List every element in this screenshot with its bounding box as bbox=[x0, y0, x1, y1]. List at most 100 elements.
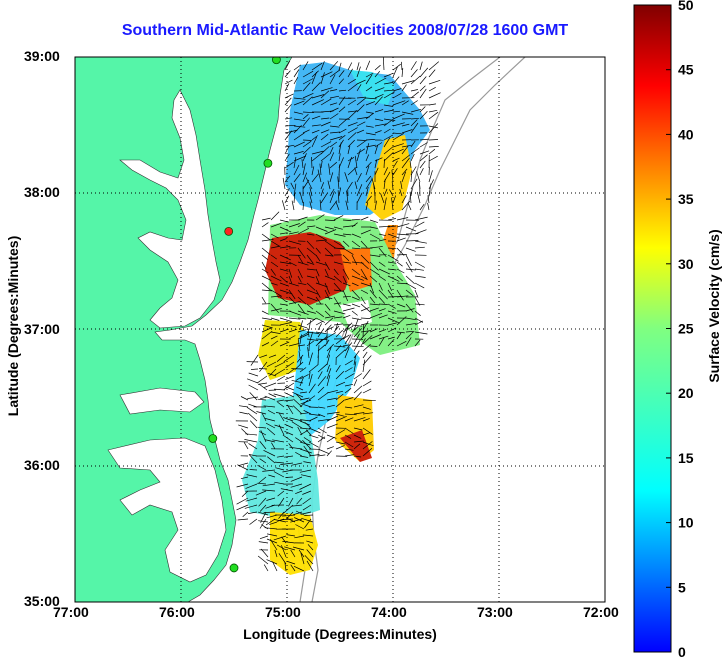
velocity-arrow bbox=[356, 139, 368, 148]
velocity-arrow bbox=[259, 518, 267, 529]
velocity-arrow bbox=[353, 361, 357, 373]
velocity-arrow bbox=[317, 335, 328, 345]
velocity-arrow bbox=[311, 156, 313, 169]
velocity-arrow bbox=[392, 122, 405, 127]
velocity-arrow bbox=[414, 275, 426, 278]
velocity-arrow bbox=[304, 555, 314, 565]
velocity-arrow bbox=[335, 399, 345, 408]
velocity-arrow bbox=[354, 155, 358, 169]
velocity-arrow bbox=[326, 404, 335, 408]
velocity-arrow bbox=[303, 461, 312, 464]
velocity-arrow bbox=[302, 111, 314, 114]
velocity-arrow bbox=[344, 448, 354, 451]
colorbar-ticks: 0 5 10 15 20 25 30 35 40 45 50 bbox=[666, 0, 694, 659]
velocity-arrow bbox=[338, 187, 342, 197]
velocity-arrow bbox=[262, 469, 276, 472]
velocity-arrow bbox=[396, 268, 405, 274]
velocity-arrow bbox=[356, 129, 365, 134]
velocity-arrow bbox=[284, 145, 290, 155]
velocity-arrow bbox=[308, 374, 313, 387]
velocity-arrow bbox=[383, 109, 394, 113]
velocity-arrow bbox=[264, 395, 276, 401]
velocity-arrow bbox=[347, 181, 353, 190]
velocity-arrow bbox=[240, 476, 249, 480]
velocity-arrow bbox=[414, 216, 428, 221]
velocity-arrow bbox=[308, 434, 319, 439]
velocity-arrow bbox=[362, 427, 373, 435]
velocity-arrow bbox=[365, 72, 374, 78]
velocity-arrow bbox=[328, 163, 331, 176]
velocity-arrow bbox=[356, 184, 363, 197]
velocity-arrow bbox=[333, 247, 346, 250]
velocity-arrow bbox=[311, 94, 325, 99]
velocity-arrow bbox=[329, 141, 338, 148]
velocity-arrow bbox=[378, 308, 386, 312]
colorbar-tick-label: 25 bbox=[678, 321, 694, 337]
velocity-arrow bbox=[387, 233, 400, 239]
velocity-arrow bbox=[344, 434, 352, 439]
velocity-arrow bbox=[311, 81, 321, 92]
velocity-arrow bbox=[378, 268, 391, 275]
velocity-arrow bbox=[353, 339, 361, 352]
y-tick-label: 38:00 bbox=[24, 184, 60, 201]
velocity-arrow bbox=[324, 219, 336, 221]
velocity-arrow bbox=[392, 66, 398, 78]
velocity-arrow bbox=[297, 268, 303, 279]
velocity-arrow bbox=[250, 368, 259, 370]
velocity-arrow bbox=[428, 148, 436, 155]
velocity-arrow bbox=[329, 125, 340, 128]
velocity-arrow bbox=[383, 167, 389, 176]
velocity-arrow bbox=[405, 275, 415, 285]
velocity-arrow bbox=[347, 62, 353, 71]
velocity-arrow bbox=[284, 144, 295, 148]
colorbar bbox=[633, 4, 672, 653]
velocity-arrow bbox=[261, 217, 271, 221]
velocity-arrow bbox=[365, 74, 373, 85]
velocity-arrow bbox=[263, 405, 276, 408]
velocity-arrow bbox=[346, 190, 349, 204]
velocity-vectors bbox=[235, 57, 441, 572]
velocity-arrow bbox=[326, 446, 334, 450]
velocity-arrow bbox=[284, 188, 290, 197]
y-tick-label: 35:00 bbox=[24, 593, 60, 609]
velocity-arrow bbox=[299, 399, 309, 408]
velocity-arrow bbox=[304, 514, 314, 516]
velocity-arrow bbox=[301, 159, 304, 169]
velocity-arrow bbox=[263, 511, 276, 513]
velocity-arrow bbox=[302, 201, 304, 211]
velocity-arrow bbox=[261, 310, 269, 315]
velocity-arrow bbox=[308, 427, 321, 434]
velocity-arrow bbox=[245, 433, 258, 436]
velocity-arrow bbox=[419, 67, 429, 78]
velocity-arrow bbox=[270, 261, 279, 268]
velocity-arrow bbox=[326, 436, 335, 443]
velocity-arrow bbox=[320, 133, 329, 141]
velocity-arrow bbox=[396, 332, 402, 340]
velocity-arrow bbox=[315, 317, 326, 323]
velocity-arrow bbox=[305, 429, 312, 436]
velocity-arrow bbox=[311, 70, 319, 78]
velocity-arrow bbox=[308, 383, 316, 394]
velocity-arrow bbox=[311, 136, 318, 148]
velocity-arrow bbox=[289, 417, 303, 422]
velocity-arrow bbox=[401, 195, 407, 204]
velocity-arrow bbox=[261, 261, 267, 270]
velocity-arrow bbox=[256, 411, 267, 415]
velocity-arrow bbox=[324, 240, 336, 249]
velocity-arrow bbox=[270, 331, 281, 334]
velocity-arrow bbox=[270, 254, 278, 260]
velocity-arrow bbox=[378, 261, 386, 267]
velocity-arrow bbox=[308, 371, 311, 380]
velocity-arrow bbox=[344, 417, 354, 422]
velocity-arrow bbox=[356, 84, 362, 92]
velocity-arrow bbox=[419, 150, 430, 155]
velocity-arrow bbox=[275, 467, 285, 471]
velocity-arrow bbox=[374, 64, 381, 71]
velocity-arrow bbox=[410, 122, 419, 134]
velocity-arrow bbox=[261, 413, 267, 422]
velocity-arrow bbox=[292, 405, 303, 415]
velocity-arrow bbox=[277, 375, 286, 381]
velocity-arrow bbox=[288, 343, 299, 347]
velocity-arrow bbox=[281, 545, 287, 558]
velocity-arrow bbox=[247, 412, 258, 422]
